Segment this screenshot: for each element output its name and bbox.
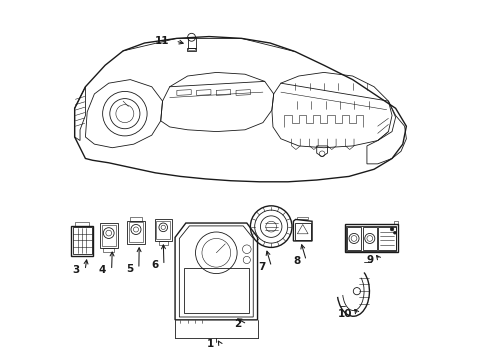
- Text: 2: 2: [234, 319, 242, 329]
- Text: 8: 8: [294, 256, 300, 266]
- Text: 10: 10: [338, 310, 353, 319]
- Circle shape: [393, 231, 396, 234]
- Text: 3: 3: [72, 265, 79, 275]
- Text: 6: 6: [151, 260, 158, 270]
- Circle shape: [390, 227, 394, 231]
- Bar: [184, 268, 249, 314]
- Text: 4: 4: [98, 265, 106, 275]
- Bar: [378, 226, 395, 250]
- Text: 7: 7: [258, 262, 266, 272]
- Text: 5: 5: [126, 264, 133, 274]
- Bar: [347, 226, 361, 250]
- Text: 1: 1: [207, 339, 215, 349]
- Bar: [363, 226, 377, 250]
- Text: 11: 11: [155, 36, 170, 46]
- Text: 9: 9: [367, 255, 374, 265]
- Bar: [188, 48, 195, 50]
